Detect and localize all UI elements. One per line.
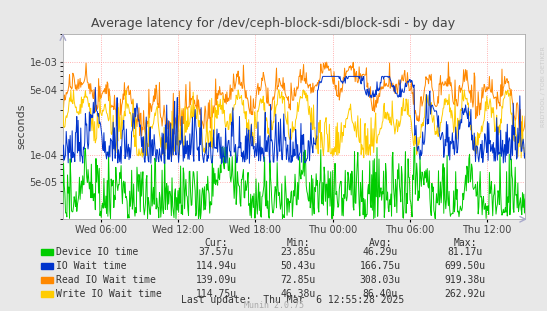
- Text: 308.03u: 308.03u: [359, 275, 401, 285]
- Text: 37.57u: 37.57u: [199, 247, 234, 257]
- Text: Munin 2.0.75: Munin 2.0.75: [243, 301, 304, 310]
- Text: 23.85u: 23.85u: [281, 247, 316, 257]
- Text: Write IO Wait time: Write IO Wait time: [56, 289, 161, 299]
- Text: 166.75u: 166.75u: [359, 261, 401, 271]
- Text: 72.85u: 72.85u: [281, 275, 316, 285]
- Text: 919.38u: 919.38u: [444, 275, 486, 285]
- Y-axis label: seconds: seconds: [16, 104, 26, 150]
- Text: Avg:: Avg:: [369, 238, 392, 248]
- Text: 262.92u: 262.92u: [444, 289, 486, 299]
- Text: Max:: Max:: [453, 238, 476, 248]
- Text: IO Wait time: IO Wait time: [56, 261, 126, 271]
- Text: Last update:  Thu Mar  6 12:55:28 2025: Last update: Thu Mar 6 12:55:28 2025: [181, 295, 404, 305]
- Text: Read IO Wait time: Read IO Wait time: [56, 275, 156, 285]
- Text: 50.43u: 50.43u: [281, 261, 316, 271]
- Text: Min:: Min:: [287, 238, 310, 248]
- Text: RRDTOOL / TOBI OETIKER: RRDTOOL / TOBI OETIKER: [541, 47, 546, 128]
- Text: 699.50u: 699.50u: [444, 261, 486, 271]
- Text: 81.17u: 81.17u: [447, 247, 482, 257]
- Text: 86.40u: 86.40u: [363, 289, 398, 299]
- Text: 46.38u: 46.38u: [281, 289, 316, 299]
- Text: Cur:: Cur:: [205, 238, 228, 248]
- Text: 114.94u: 114.94u: [195, 261, 237, 271]
- Text: 114.75u: 114.75u: [195, 289, 237, 299]
- Text: Device IO time: Device IO time: [56, 247, 138, 257]
- Text: 46.29u: 46.29u: [363, 247, 398, 257]
- Text: 139.09u: 139.09u: [195, 275, 237, 285]
- Text: Average latency for /dev/ceph-block-sdi/block-sdi - by day: Average latency for /dev/ceph-block-sdi/…: [91, 17, 456, 30]
